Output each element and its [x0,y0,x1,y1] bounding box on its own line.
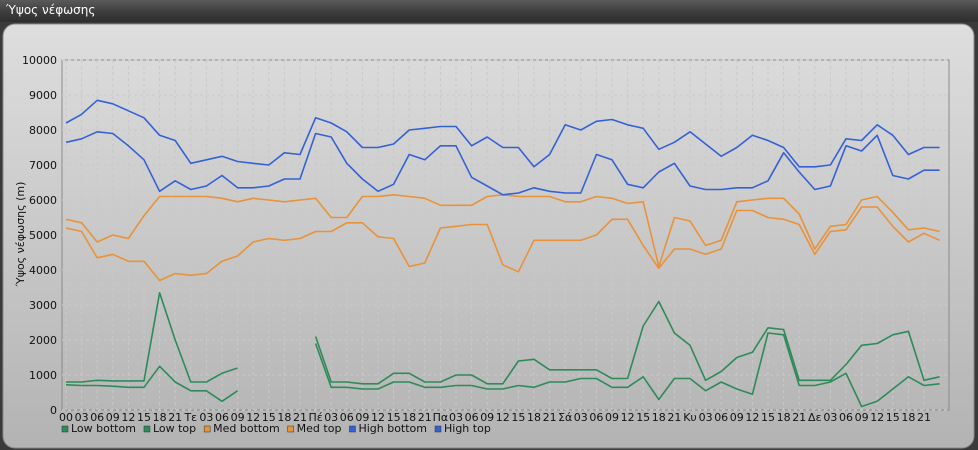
x-tick-label: 03 [75,411,89,424]
x-tick-label: Δε [808,411,822,424]
title-bar: Ύψος νέφωσης [0,0,978,23]
x-tick-label: 21 [667,411,681,424]
x-tick-label: 06 [839,411,853,424]
y-tick-label: 0 [50,404,57,417]
x-tick-label: 21 [917,411,931,424]
series-line-low-bottom [65,332,940,408]
x-tick-label: 18 [901,411,915,424]
x-tick-label: 21 [543,411,557,424]
x-tick-label: 06 [215,411,229,424]
x-axis: 00 03 06 09 12 15 18 21 Τε 03 06 09 12 15 18 21 Πέ 03 06 09… [59,411,931,424]
x-tick-label: Πα [433,411,449,424]
y-tick-label: 8000 [29,124,57,137]
x-tick-label: 12 [496,411,510,424]
series-line-high-bottom [65,131,940,196]
x-tick-label: 15 [137,411,151,424]
y-tick-label: 4000 [29,264,57,277]
x-tick-label: 03 [823,411,837,424]
y-axis-label: Ύψος νέφωσης (m) [14,182,27,288]
legend-swatch [434,425,442,433]
x-tick-label: 12 [246,411,260,424]
x-tick-label: 09 [355,411,369,424]
x-tick-label: 18 [777,411,791,424]
grid [62,59,949,411]
legend-entry: Low bottom [71,422,136,435]
window-title: Ύψος νέφωσης [6,3,96,17]
x-tick-label: 15 [761,411,775,424]
x-tick-label: 12 [371,411,385,424]
x-tick-label: 09 [106,411,120,424]
legend-swatch [287,425,294,433]
y-tick-label: 2000 [29,334,57,347]
series-line-high-top [65,99,940,168]
chart-background [2,23,975,449]
y-tick-label: 3000 [29,299,57,312]
x-tick-label: 15 [636,411,650,424]
x-tick-label: 18 [527,411,541,424]
legend: Low bottom Low top Med bottom Med top High b… [61,422,491,435]
series-line-med-bottom [65,206,940,282]
y-tick-label: 1000 [29,369,57,382]
legend-entry: Low top [153,422,196,435]
x-tick-label: 09 [480,411,494,424]
x-tick-label: 12 [121,411,135,424]
legend-swatch [349,425,356,433]
x-tick-label: 06 [589,411,603,424]
x-tick-label: 06 [714,411,728,424]
x-tick-label: 18 [402,411,416,424]
legend-swatch [203,425,211,433]
x-tick-label: 12 [745,411,759,424]
x-tick-label: 06 [465,411,479,424]
x-tick-label: Πέ [308,411,322,424]
x-tick-label: 00 [59,411,73,424]
x-tick-label: 15 [886,411,900,424]
x-tick-label: 03 [699,411,713,424]
x-tick-label: 09 [855,411,869,424]
y-axis: 0 1000 2000 3000 4000 5000 6000 7000 8000 9000 100… [22,54,57,417]
x-tick-label: 21 [168,411,182,424]
x-tick-label: 03 [449,411,463,424]
x-tick-label: 12 [621,411,635,424]
x-tick-label: Σά [558,411,572,424]
legend-entry: High bottom [358,422,427,435]
y-tick-label: 6000 [29,194,57,207]
cloud-height-chart: 0 1000 2000 3000 4000 5000 6000 7000 8000 9000 100… [2,23,975,449]
series-layer [65,99,940,408]
series-line-low-top [66,292,940,385]
x-tick-label: 03 [574,411,588,424]
x-tick-label: 18 [652,411,666,424]
legend-entry: Med bottom [213,422,280,435]
x-tick-label: 18 [153,411,167,424]
x-tick-label: Κυ [683,411,697,424]
x-tick-label: 09 [730,411,744,424]
y-tick-label: 9000 [29,89,57,102]
y-tick-label: 10000 [22,54,57,67]
x-tick-label: 06 [90,411,104,424]
x-tick-label: 21 [792,411,806,424]
chart-panel: 0 1000 2000 3000 4000 5000 6000 7000 8000 9000 100… [0,22,978,450]
x-tick-label: 09 [605,411,619,424]
legend-entry: High top [444,422,491,435]
x-tick-label: 03 [324,411,338,424]
x-tick-label: 15 [511,411,525,424]
x-tick-label: 06 [340,411,354,424]
y-tick-label: 5000 [29,229,57,242]
x-tick-label: 21 [293,411,307,424]
x-tick-label: 21 [418,411,432,424]
x-tick-label: Τε [183,411,197,424]
x-tick-label: 12 [870,411,884,424]
x-tick-label: 15 [387,411,401,424]
legend-swatch [143,425,151,433]
x-tick-label: 03 [199,411,213,424]
legend-entry: Med top [297,422,342,435]
x-tick-label: 18 [277,411,291,424]
x-tick-label: 15 [262,411,276,424]
x-tick-label: 09 [231,411,245,424]
y-tick-label: 7000 [29,159,57,172]
legend-swatch [61,425,69,433]
